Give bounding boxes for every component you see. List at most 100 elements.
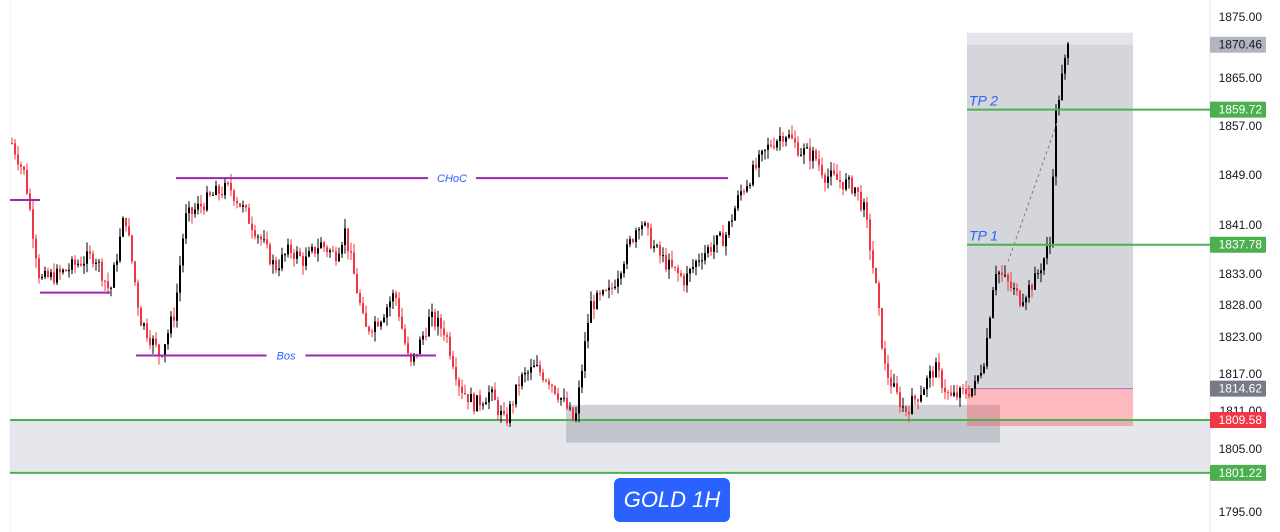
candle-body-107 (332, 250, 334, 252)
candle-body-64 (203, 206, 205, 211)
candle-body-298 (905, 406, 907, 412)
candle-body-115 (356, 274, 358, 294)
candle-body-200 (611, 287, 613, 289)
candle-body-0 (11, 143, 13, 145)
candle-body-219 (668, 259, 670, 270)
candle-body-289 (878, 283, 880, 308)
candle-body-187 (572, 407, 574, 421)
candle-body-340 (1031, 285, 1033, 290)
candle-body-318 (965, 389, 967, 395)
candle-body-60 (191, 207, 193, 214)
candle-body-15 (56, 268, 58, 283)
candle-body-98 (305, 256, 307, 266)
candle-body-216 (659, 245, 661, 256)
annotation-label-1: Bos (277, 351, 296, 363)
candle-body-129 (398, 298, 400, 317)
candle-body-180 (551, 384, 553, 387)
axis-tick-label-11: 1795.00 (1219, 505, 1263, 519)
candle-body-234 (713, 244, 715, 252)
candle-body-349 (1058, 99, 1060, 110)
candle-body-237 (722, 232, 724, 247)
candle-body-132 (407, 343, 409, 354)
candle-body-38 (125, 217, 127, 227)
candle-body-299 (908, 411, 910, 414)
support-zone (10, 419, 1210, 473)
candle-body-339 (1028, 285, 1030, 298)
candle-body-322 (977, 375, 979, 382)
candle-body-236 (719, 232, 721, 236)
candle-body-247 (752, 164, 754, 185)
candle-body-351 (1064, 57, 1066, 74)
candle-body-332 (1007, 274, 1009, 282)
candle-body-206 (629, 239, 631, 245)
candle-body-108 (335, 251, 337, 262)
candle-body-51 (164, 344, 166, 357)
candle-body-105 (326, 247, 328, 253)
candle-body-166 (509, 404, 511, 424)
candle-body-39 (128, 226, 130, 236)
candle-body-76 (239, 203, 241, 207)
candle-body-140 (431, 311, 433, 318)
candle-body-125 (386, 307, 388, 318)
axis-tick-label-8: 1817.00 (1219, 367, 1263, 381)
candle-body-307 (932, 371, 934, 378)
candle-body-24 (83, 263, 85, 266)
candle-body-305 (926, 378, 928, 390)
candle-body-136 (419, 339, 421, 355)
candle-body-348 (1055, 109, 1057, 177)
candle-body-259 (788, 134, 790, 138)
candle-body-167 (512, 404, 514, 406)
candle-body-218 (665, 255, 667, 270)
candle-body-268 (815, 150, 817, 160)
candle-body-175 (536, 364, 538, 366)
candle-body-325 (986, 337, 988, 367)
candle-body-220 (671, 259, 673, 267)
candle-body-251 (764, 149, 766, 151)
candle-body-336 (1019, 290, 1021, 306)
candle-body-10 (41, 276, 43, 279)
candle-body-279 (848, 177, 850, 180)
candle-body-91 (284, 254, 286, 256)
candle-body-333 (1010, 281, 1012, 289)
annotation-label-0: CHoC (437, 173, 467, 185)
candle-body-217 (662, 255, 664, 257)
candle-body-106 (329, 250, 331, 253)
candle-body-53 (170, 316, 172, 334)
candle-body-338 (1025, 297, 1027, 303)
candle-body-28 (95, 262, 97, 265)
price-axis[interactable]: 1875.00 1865.00 1857.00 1849.00 1841.00 1833.… (1210, 10, 1266, 519)
candle-body-165 (506, 413, 508, 424)
candle-body-3 (20, 164, 22, 167)
candle-body-29 (98, 261, 100, 263)
candle-body-277 (842, 181, 844, 190)
candle-body-229 (698, 260, 700, 262)
candle-body-320 (971, 388, 973, 396)
candle-body-71 (224, 182, 226, 196)
candle-body-290 (881, 307, 883, 349)
candle-body-257 (782, 135, 784, 142)
candle-body-8 (35, 238, 37, 259)
candle-body-159 (488, 392, 490, 403)
candle-body-281 (854, 187, 856, 194)
candle-body-265 (806, 147, 808, 149)
candle-body-16 (59, 268, 61, 273)
candle-body-134 (413, 353, 415, 362)
price-tag-3 (1210, 380, 1266, 397)
candle-body-31 (104, 280, 106, 282)
candle-body-19 (68, 269, 70, 272)
candle-body-264 (803, 148, 805, 155)
candle-body-286 (869, 219, 871, 251)
candle-body-97 (302, 255, 304, 266)
candles-layer (11, 41, 1069, 428)
candle-body-240 (731, 220, 733, 222)
candle-body-347 (1052, 176, 1054, 244)
candle-body-21 (74, 259, 76, 265)
symbol-label: GOLD 1H (614, 478, 730, 522)
candle-body-191 (584, 341, 586, 371)
candle-body-113 (350, 251, 352, 253)
candle-body-313 (950, 392, 952, 396)
candle-body-204 (623, 264, 625, 274)
candle-body-32 (107, 281, 109, 289)
annotations-layer: CHoC Bos TP 2 TP 1 (10, 93, 1210, 363)
candle-body-81 (254, 230, 256, 237)
